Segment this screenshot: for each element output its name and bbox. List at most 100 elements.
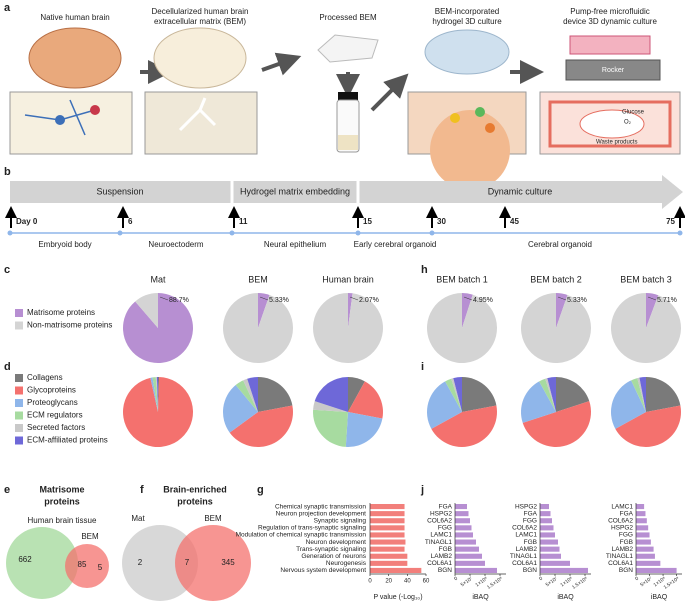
category-label: Neuron projection development [276, 510, 367, 517]
stage-dot [7, 230, 13, 236]
category-label: FGG [619, 532, 633, 539]
panel-label: j [420, 484, 424, 496]
set-label: BEM [81, 532, 99, 541]
day-label: 30 [437, 217, 446, 226]
pie-slice [258, 377, 293, 412]
panel-label: f [140, 484, 144, 496]
pie-slice [547, 377, 556, 412]
category-label: BGN [438, 567, 452, 574]
pie-slice [556, 377, 590, 412]
day-label: 75 [666, 217, 675, 226]
legend-label: Collagens [27, 373, 63, 382]
legend-label: Glycoproteins [27, 386, 76, 395]
legend-swatch [15, 436, 23, 445]
category-label: FGB [439, 546, 452, 553]
panel-label: h [421, 264, 428, 276]
stage-label: Cerebral organoid [528, 240, 592, 249]
pie-slice [158, 377, 160, 412]
bar [370, 546, 405, 552]
bar [636, 553, 655, 559]
legend-label: Secreted factors [27, 423, 85, 432]
category-label: FGG [523, 517, 537, 524]
bar [636, 546, 654, 552]
bar [540, 546, 560, 552]
pie-slice [348, 293, 353, 328]
bar [370, 553, 408, 559]
category-label: BGN [523, 567, 537, 574]
day-label: Day 0 [16, 217, 38, 226]
category-label: Chemical synaptic transmission [275, 503, 366, 510]
x-tick-label: 40 [404, 579, 411, 585]
panel-label: i [421, 361, 424, 373]
panel-title: proteins [177, 496, 213, 506]
pie-slice [451, 378, 462, 412]
category-label: TINAGL1 [425, 539, 452, 546]
x-tick-label: 1.5×10⁸ [571, 576, 589, 591]
bar [370, 511, 405, 517]
pie-slice [453, 377, 462, 412]
bar [540, 567, 588, 573]
bar [540, 504, 549, 510]
bar [455, 553, 482, 559]
label-leader [463, 296, 473, 301]
pie-slice [123, 377, 194, 448]
category-label: Modulation of chemical synaptic transmis… [236, 532, 367, 539]
pie-slice [539, 378, 556, 412]
pie-slice [223, 385, 258, 433]
step-title: Decellularized human brain [152, 7, 249, 16]
legend-label: Matrisome proteins [27, 308, 95, 317]
pie-slice [152, 377, 158, 412]
pie-slice [243, 378, 258, 412]
legend-label: ECM regulators [27, 411, 83, 420]
bar [636, 539, 651, 545]
stage-label: Early cerebral organoid [354, 240, 437, 249]
legend-swatch [15, 386, 23, 395]
legend-label: Proteoglycans [27, 398, 78, 407]
x-tick-label: 0 [634, 576, 640, 583]
x-tick-label: 5×10⁷ [460, 576, 474, 589]
pie-slice [521, 381, 556, 423]
venn-count: 7 [185, 558, 190, 567]
device-label: Rocker [602, 67, 625, 74]
category-label: Synaptic signaling [314, 517, 367, 524]
pie-title: BEM batch 1 [436, 274, 488, 284]
phase-label: Dynamic culture [488, 186, 553, 196]
bar [370, 560, 408, 566]
legend-swatch [15, 321, 23, 330]
legend-label: Non-matrisome proteins [27, 321, 112, 330]
venn-circle [175, 525, 251, 601]
venn-circle [6, 527, 78, 599]
timeline-band [10, 175, 683, 209]
category-label: Neuron development [306, 539, 367, 546]
legend-swatch [15, 411, 23, 420]
pie-title: BEM batch 3 [620, 274, 672, 284]
stage-dot [677, 230, 683, 236]
pie-slice [520, 293, 591, 363]
stage-dot [229, 230, 235, 236]
step-title: Pump-free microfluidic [570, 7, 650, 16]
legend-swatch [15, 424, 23, 432]
label-leader [647, 296, 657, 301]
bar [636, 532, 650, 538]
bar [455, 532, 473, 538]
category-label: Neurogenesis [326, 560, 367, 567]
category-label: BGN [619, 567, 633, 574]
x-axis-label: iBAQ [651, 594, 668, 601]
legend-label: ECM-affiliated proteins [27, 436, 108, 445]
bar [636, 525, 649, 531]
category-label: TINAGL1 [606, 553, 633, 560]
venn-count: 345 [221, 558, 235, 567]
category-label: HSPG2 [430, 510, 452, 517]
stage-label: Neuroectoderm [148, 240, 203, 249]
category-label: LAMC1 [515, 532, 537, 539]
x-tick-label: 60 [423, 579, 430, 585]
pie-slice [639, 377, 646, 412]
pie-slice [155, 377, 158, 412]
pie-slice [615, 405, 681, 447]
pie-title: BEM batch 2 [530, 274, 582, 284]
bar [540, 518, 552, 524]
category-label: COL6A1 [608, 560, 633, 567]
step-title: Native human brain [40, 13, 109, 22]
pie-slice [545, 378, 556, 412]
x-tick-label: 20 [385, 579, 392, 585]
